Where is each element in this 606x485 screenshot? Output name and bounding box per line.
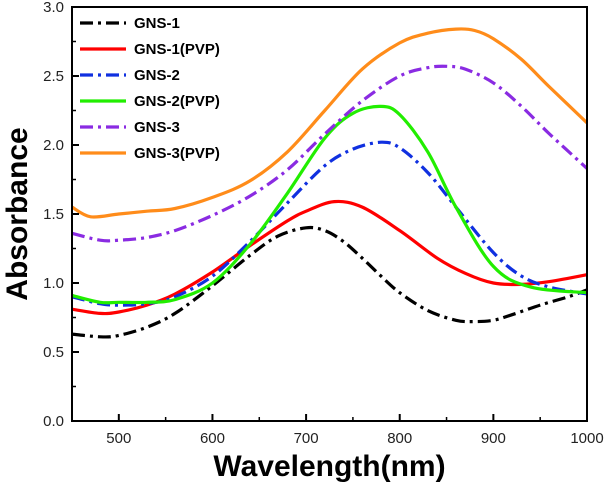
y-tick-label: 0.0 [43,413,64,430]
series-layer [71,27,589,339]
legend: GNS-1 GNS-1(PVP) GNS-2 GNS-2(PVP) GNS-3 GNS-3… [80,15,220,162]
legend-item: GNS-2 [80,67,180,84]
x-tick-label: 800 [387,430,412,447]
legend-label: GNS-1 [134,15,180,32]
x-axis-title: Wavelength(nm) [213,450,445,483]
legend-item: GNS-3 [80,119,180,136]
x-tick-label: 1000 [570,430,603,447]
y-tick-label: 1.5 [43,206,64,223]
ticks-layer: 500 600 700 800 900 1000 0.0 0.5 1.0 1.5 2.0 2.5 3.0 [43,0,604,447]
y-axis-title: Absorbance [1,127,34,300]
legend-item: GNS-2(PVP) [80,93,220,110]
x-tick-label: 600 [200,430,225,447]
legend-label: GNS-1(PVP) [134,41,220,58]
x-tick-label: 500 [106,430,131,447]
legend-label: GNS-2(PVP) [134,93,220,110]
y-tick-label: 3.0 [43,0,64,16]
legend-label: GNS-3(PVP) [134,145,220,162]
legend-label: GNS-2 [134,67,180,84]
y-tick-label: 2.0 [43,137,64,154]
y-tick-label: 0.5 [43,344,64,361]
x-tick-label: 700 [294,430,319,447]
series-line-3 [71,140,588,307]
series-line-2 [71,199,588,316]
legend-item: GNS-1 [80,15,180,32]
legend-label: GNS-3 [134,119,180,136]
series-line-6 [71,27,589,219]
y-tick-label: 2.5 [43,68,64,85]
x-tick-label: 900 [481,430,506,447]
legend-item: GNS-3(PVP) [80,145,220,162]
series-line-1 [71,225,588,339]
y-tick-label: 1.0 [43,275,64,292]
series-line-4 [71,104,588,305]
legend-item: GNS-1(PVP) [80,41,220,58]
